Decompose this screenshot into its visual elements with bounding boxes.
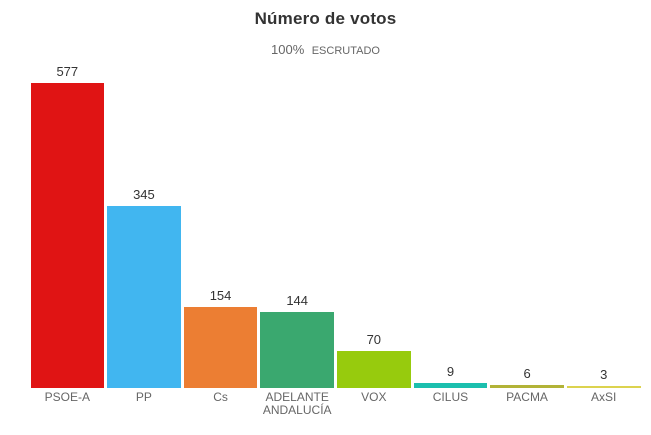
bar-pacma[interactable] xyxy=(490,385,564,388)
bar-psoe-a[interactable] xyxy=(30,83,105,388)
value-label-cs: 154 xyxy=(209,288,232,303)
subtitle-percent: 100% xyxy=(271,42,305,57)
bar-slot-pacma: 6 xyxy=(489,0,566,388)
x-label-cilus: CILUS xyxy=(432,390,469,404)
value-label-vox: 70 xyxy=(366,332,382,347)
value-label-psoe-a: 577 xyxy=(56,64,79,79)
x-label-vox: VOX xyxy=(361,390,387,404)
plot-area: 577 345 154 144 70 9 6 3 xyxy=(29,0,642,388)
value-label-pp: 345 xyxy=(133,187,155,202)
bar-adelante-andalucia[interactable] xyxy=(260,312,334,388)
x-label-psoe-a: PSOE-A xyxy=(44,390,90,404)
bar-slot-axsi: 3 xyxy=(565,0,642,388)
x-label-pp: PP xyxy=(135,390,152,404)
bar-cilus[interactable] xyxy=(413,383,488,388)
x-label-pacma: PACMA xyxy=(506,390,548,404)
bar-cs[interactable] xyxy=(183,307,258,388)
bar-slot-adelante-andalucia: 144 xyxy=(259,0,336,388)
value-label-adelante-andalucia: 144 xyxy=(286,293,309,308)
value-label-cilus: 9 xyxy=(446,364,455,379)
bar-pp[interactable] xyxy=(107,206,181,388)
value-label-axsi: 3 xyxy=(600,367,608,382)
chart-title: Número de votos xyxy=(254,9,397,28)
value-label-pacma: 6 xyxy=(523,366,531,381)
chart-subtitle: 100% ESCRUTADO xyxy=(0,41,651,59)
bar-vox[interactable] xyxy=(337,351,411,388)
x-label-adelante-andalucia: ADELANTE ANDALUCÍA xyxy=(262,390,332,417)
x-axis-labels: PSOE-A PP Cs ADELANTE ANDALUCÍA VOX CILUS PACM… xyxy=(29,391,642,417)
bar-slot-psoe-a: 577 xyxy=(29,0,106,388)
subtitle-escrutado-label: ESCRUTADO xyxy=(311,45,380,57)
bar-slot-cilus: 9 xyxy=(412,0,489,388)
bar-axsi[interactable] xyxy=(566,386,641,388)
bar-slot-cs: 154 xyxy=(182,0,259,388)
x-label-axsi: AxSI xyxy=(591,390,617,404)
bar-slot-pp: 345 xyxy=(106,0,183,388)
x-label-cs: Cs xyxy=(213,390,228,404)
bar-slot-vox: 70 xyxy=(336,0,413,388)
